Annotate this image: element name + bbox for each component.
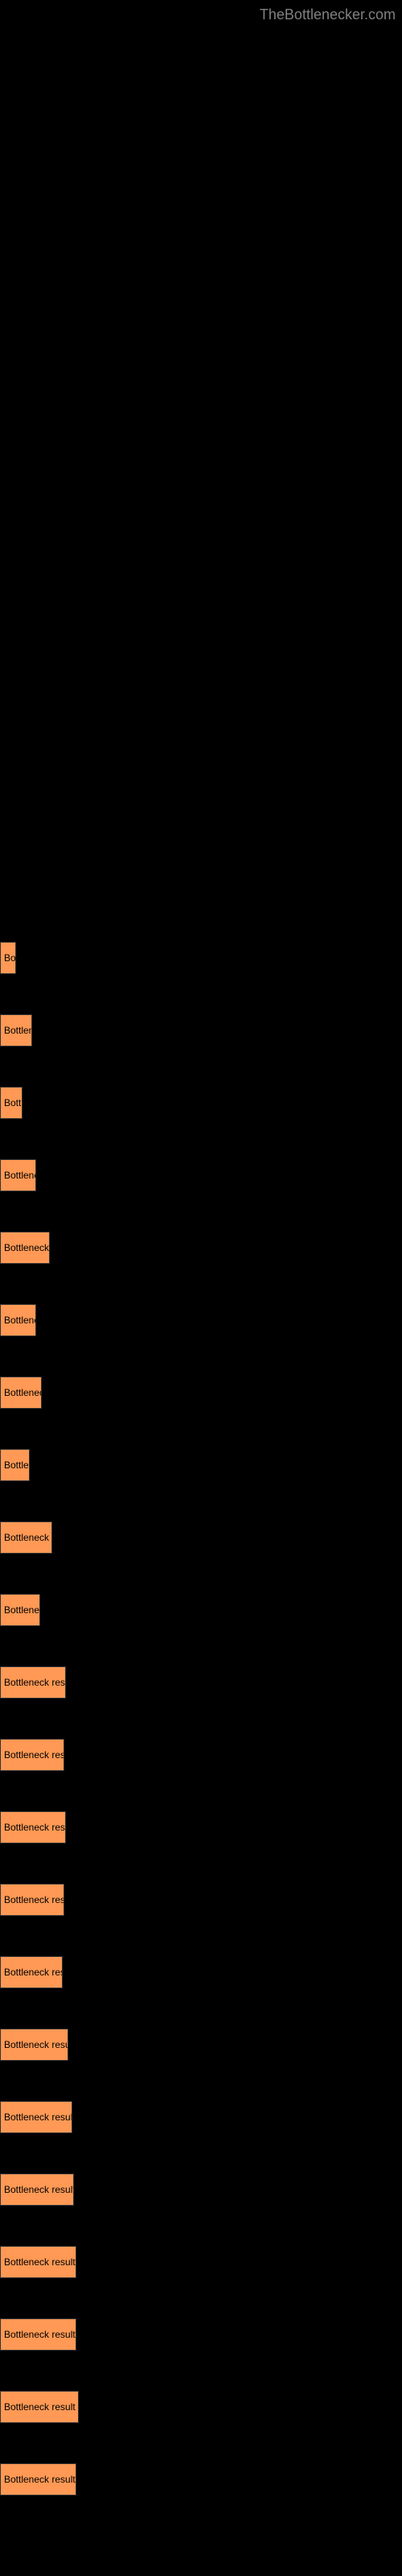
bar-label: Bottlenecl	[4, 1604, 39, 1616]
bar-chart: Bo Bottlene Bott Bottlenec Bottleneck re Bott…	[0, 0, 402, 2496]
bar-label: Bottleneck result	[4, 1894, 64, 1905]
chart-bar: Bottleneck result	[0, 1884, 64, 1916]
chart-bar: Bottlenecl	[0, 1594, 40, 1626]
chart-bar: Bottleneck re	[0, 1232, 50, 1264]
chart-bar: Bottleneck	[0, 1377, 42, 1409]
bar-row: Bottleneck result	[0, 2463, 402, 2496]
bar-label: Bottleneck resul	[4, 1967, 62, 1978]
bar-label: Bottleneck result	[4, 2256, 76, 2268]
chart-bar: Bottleneck result	[0, 1811, 66, 1843]
chart-bar: Bottleneck result	[0, 2318, 76, 2351]
chart-bar: Bott	[0, 1087, 23, 1119]
bar-label: Bottleneck	[4, 1387, 41, 1398]
chart-bar: Bottlen	[0, 1449, 30, 1481]
bar-row: Bottleneck re	[0, 1232, 402, 1264]
bar-row: Bo	[0, 942, 402, 974]
bar-row: Bottleneck result	[0, 2391, 402, 2423]
bar-label: Bottleneck result	[4, 2474, 76, 2485]
bar-row: Bottleneck re	[0, 1521, 402, 1554]
bar-row: Bottlenec	[0, 1304, 402, 1336]
bar-row: Bottlene	[0, 1014, 402, 1046]
chart-bar: Bottlenec	[0, 1159, 36, 1191]
chart-bar: Bottlene	[0, 1014, 32, 1046]
chart-bar: Bottlenec	[0, 1304, 36, 1336]
bar-row: Bottleneck	[0, 1377, 402, 1409]
bar-row: Bott	[0, 1087, 402, 1119]
bar-label: Bo	[4, 952, 15, 964]
bar-label: Bottleneck result	[4, 2112, 72, 2123]
chart-bar: Bottleneck re	[0, 1521, 52, 1554]
bar-row: Bottleneck result	[0, 2174, 402, 2206]
bar-row: Bottlenec	[0, 1159, 402, 1191]
chart-bar: Bottleneck result	[0, 2029, 68, 2061]
bar-label: Bottleneck result	[4, 1677, 65, 1688]
bar-row: Bottleneck result	[0, 1739, 402, 1771]
bar-label: Bottleneck result	[4, 2039, 68, 2050]
bar-row: Bottlen	[0, 1449, 402, 1481]
bar-label: Bottleneck re	[4, 1532, 51, 1543]
bar-label: Bott	[4, 1097, 21, 1108]
bar-row: Bottleneck result	[0, 1811, 402, 1843]
chart-bar: Bottleneck result	[0, 2174, 74, 2206]
chart-bar: Bottleneck result	[0, 1739, 64, 1771]
chart-bar: Bottleneck result	[0, 2246, 76, 2278]
bar-row: Bottlenecl	[0, 1594, 402, 1626]
chart-bar: Bo	[0, 942, 16, 974]
bar-row: Bottleneck resul	[0, 1956, 402, 1988]
chart-bar: Bottleneck result	[0, 1666, 66, 1699]
bar-label: Bottlenec	[4, 1315, 35, 1326]
chart-bar: Bottleneck result	[0, 2391, 79, 2423]
chart-bar: Bottleneck resul	[0, 1956, 63, 1988]
bar-row: Bottleneck result	[0, 1666, 402, 1699]
bar-row: Bottleneck result	[0, 2246, 402, 2278]
bar-label: Bottleneck result	[4, 2401, 76, 2413]
bar-label: Bottleneck result	[4, 2184, 73, 2195]
bar-label: Bottleneck result	[4, 1749, 64, 1761]
bar-label: Bottleneck re	[4, 1242, 49, 1253]
bar-row: Bottleneck result	[0, 2318, 402, 2351]
bar-label: Bottlenec	[4, 1170, 35, 1181]
bar-label: Bottlen	[4, 1459, 29, 1471]
bar-row: Bottleneck result	[0, 2101, 402, 2133]
bar-row: Bottleneck result	[0, 1884, 402, 1916]
bar-label: Bottleneck result	[4, 1822, 65, 1833]
bar-row: Bottleneck result	[0, 2029, 402, 2061]
watermark-text: TheBottlenecker.com	[260, 6, 396, 23]
bar-label: Bottleneck result	[4, 2329, 76, 2340]
chart-bar: Bottleneck result	[0, 2463, 76, 2496]
bar-label: Bottlene	[4, 1025, 31, 1036]
chart-bar: Bottleneck result	[0, 2101, 72, 2133]
